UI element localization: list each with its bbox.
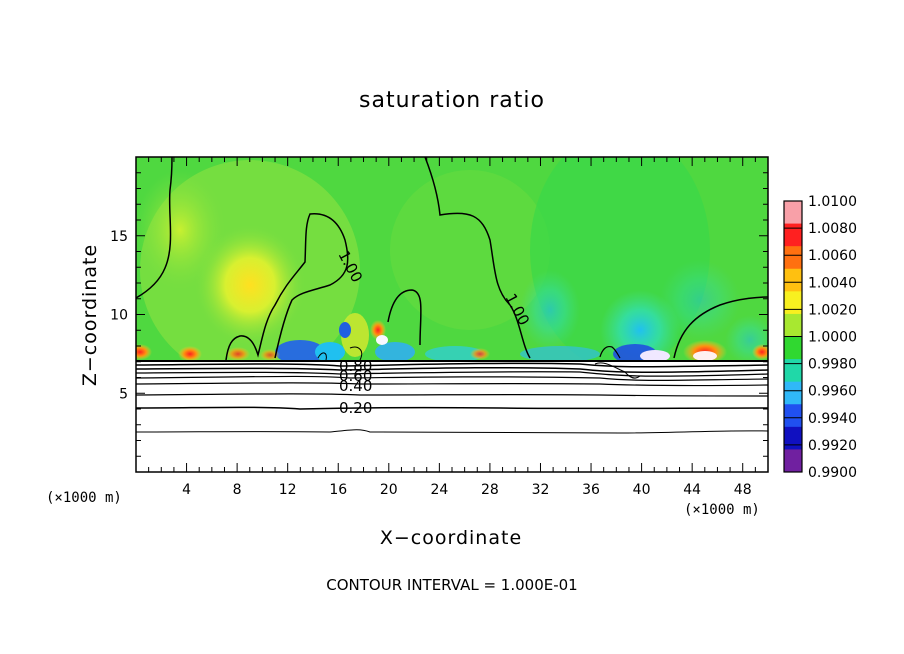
colorbar-label: 1.0020 — [808, 302, 857, 318]
colorbar-swatch — [784, 313, 802, 337]
x-tick-label: 36 — [582, 482, 600, 498]
contour-interval-caption: CONTOUR INTERVAL = 1.000E-01 — [326, 576, 578, 594]
contour-label: 0.20 — [339, 399, 372, 417]
x-axis: 4 8 12 16 20 24 28 32 36 40 44 48 — [148, 157, 756, 498]
colorbar-swatch — [784, 291, 802, 315]
x-tick-label: 20 — [380, 482, 398, 498]
x-tick-label: 16 — [329, 482, 347, 498]
colorbar-label: 0.9920 — [808, 438, 857, 454]
x-tick-label: 48 — [734, 482, 752, 498]
colorbar-label: 0.9900 — [808, 465, 857, 481]
colorbar-label: 1.0100 — [808, 194, 857, 210]
contour-label: 0.60 — [339, 367, 372, 385]
x-tick-label: 4 — [182, 482, 191, 498]
contour-lines — [136, 157, 768, 434]
colorbar-label: 1.0080 — [808, 221, 857, 237]
heatmap-field — [136, 157, 768, 472]
colorbar: 1.0100 1.0080 1.0060 1.0040 1.0020 1.0000 0.99… — [783, 194, 857, 481]
colorbar-swatch — [784, 336, 802, 360]
colorbar-label: 0.9960 — [808, 384, 857, 400]
y-axis: 5 10 15 — [110, 172, 768, 457]
x-tick-label: 44 — [683, 482, 701, 498]
y-tick-label: 15 — [110, 229, 128, 245]
y-tick-label: 5 — [119, 386, 128, 402]
x-tick-label: 12 — [279, 482, 297, 498]
contour-label: 0.40 — [339, 377, 372, 395]
colorbar-swatch — [784, 246, 802, 270]
x-tick-label: 24 — [430, 482, 448, 498]
colorbar-swatch — [784, 404, 802, 428]
colorbar-label: 1.0040 — [808, 275, 857, 291]
colorbar-label: 1.0000 — [808, 330, 857, 346]
colorbar-swatch — [784, 381, 802, 405]
x-tick-label: 28 — [481, 482, 499, 498]
contour-label: 0.80 — [339, 357, 372, 375]
colorbar-label: 0.9980 — [808, 357, 857, 373]
colorbar-swatch — [784, 449, 802, 473]
y-axis-label: Z−coordinate — [79, 243, 101, 387]
x-unit-label-left: (×1000 m) — [46, 490, 122, 506]
colorbar-label: 0.9940 — [808, 411, 857, 427]
x-axis-label: X−coordinate — [379, 527, 523, 549]
x-tick-label: 40 — [633, 482, 651, 498]
colorbar-swatch — [784, 359, 802, 383]
chart-title: saturation ratio — [359, 88, 545, 113]
colorbar-swatch — [784, 268, 802, 292]
colorbar-swatch — [784, 201, 802, 225]
x-tick-label: 32 — [532, 482, 550, 498]
colorbar-label: 1.0060 — [808, 248, 857, 264]
y-tick-label: 10 — [110, 308, 128, 324]
colorbar-swatch — [784, 223, 802, 247]
x-unit-label-right: (×1000 m) — [684, 502, 760, 518]
x-tick-label: 8 — [233, 482, 242, 498]
colorbar-swatch — [784, 426, 802, 450]
